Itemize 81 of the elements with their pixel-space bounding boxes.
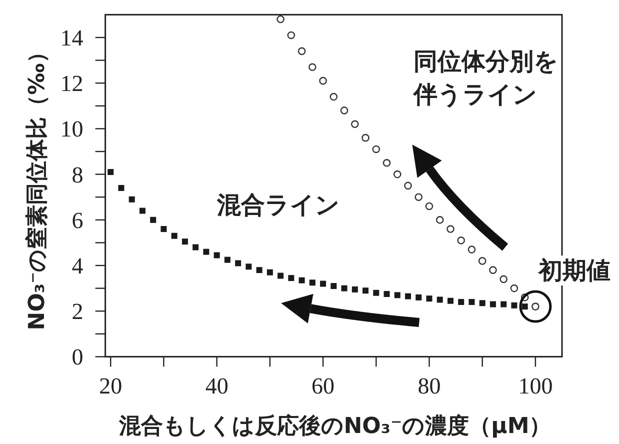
point: [256, 267, 262, 274]
point: [372, 145, 380, 154]
point: [468, 298, 475, 305]
point: [394, 292, 400, 298]
point: [192, 244, 199, 250]
point: [414, 193, 423, 201]
point: [500, 301, 507, 308]
point: [457, 236, 465, 244]
point: [478, 257, 486, 265]
point: [171, 232, 178, 239]
point: [108, 169, 114, 176]
series-label: 混合ライン: [216, 191, 340, 220]
point: [128, 196, 135, 202]
y-tick-label: 6: [72, 208, 84, 233]
point: [384, 291, 390, 297]
point: [404, 293, 411, 300]
point: [341, 285, 348, 292]
point: [266, 269, 273, 276]
point: [319, 76, 327, 85]
point: [160, 226, 167, 232]
x-tick-label: 20: [99, 374, 122, 399]
point: [298, 277, 305, 284]
point: [330, 92, 338, 101]
y-tick-label: 0: [72, 344, 84, 370]
x-tick-label: 40: [205, 374, 228, 399]
point: [224, 256, 230, 263]
point: [287, 31, 296, 40]
point: [203, 248, 210, 255]
annotation: 初期値: [537, 256, 610, 285]
y-axis-title: NO₃⁻の窒素同位体比（‰）: [24, 41, 50, 330]
point: [426, 296, 432, 302]
point: [340, 106, 348, 114]
point: [404, 182, 412, 190]
y-tick-label: 8: [72, 162, 84, 188]
x-tick-label: 60: [312, 374, 335, 399]
point: [489, 266, 497, 274]
point: [246, 264, 252, 270]
point: [500, 275, 508, 284]
point: [436, 296, 443, 303]
point: [182, 238, 188, 245]
point: [308, 63, 316, 72]
y-tick-label: 4: [72, 254, 84, 278]
point: [288, 275, 294, 282]
y-tick-label: 2: [72, 299, 84, 324]
point: [468, 246, 476, 254]
point: [522, 304, 528, 310]
point: [214, 252, 220, 258]
y-tick-label: 10: [60, 116, 84, 142]
point: [352, 286, 358, 292]
point: [276, 15, 284, 24]
x-tick-label: 100: [518, 374, 553, 399]
point: [446, 225, 454, 233]
point: [436, 216, 444, 224]
x-tick-label: 80: [418, 374, 441, 399]
point: [479, 300, 486, 306]
point: [362, 134, 370, 142]
point: [425, 202, 434, 210]
point: [490, 301, 496, 308]
point: [330, 283, 337, 290]
point: [278, 272, 284, 279]
point: [235, 260, 242, 266]
point: [362, 288, 369, 294]
y-tick-label: 14: [60, 26, 84, 50]
point: [393, 170, 402, 178]
point: [118, 184, 124, 191]
point: [416, 294, 422, 300]
point: [298, 47, 306, 56]
point: [511, 302, 518, 308]
y-tick-label: 12: [60, 71, 84, 96]
point: [139, 208, 146, 214]
x-axis-title: 混合もしくは反応後のNO₃⁻の濃度（μM）: [118, 413, 552, 439]
point: [350, 120, 359, 128]
text: 同位体分別を伴うライン: [412, 47, 558, 108]
point: [373, 290, 380, 296]
point: [447, 298, 454, 304]
point: [320, 280, 326, 287]
point: [382, 159, 391, 167]
point: [458, 298, 464, 305]
point: [309, 280, 316, 286]
point: [510, 284, 518, 292]
point: [150, 216, 156, 223]
